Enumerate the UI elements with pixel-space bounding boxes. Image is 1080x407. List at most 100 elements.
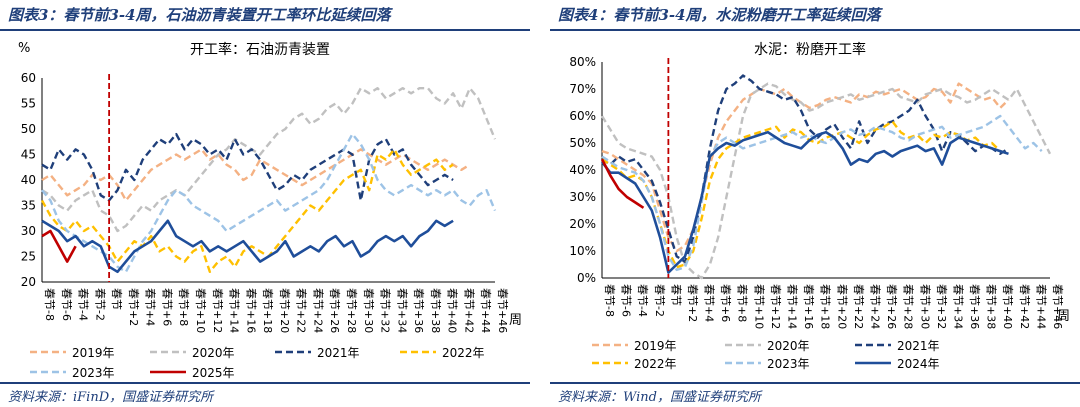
x-tick-label: 春节+10	[752, 284, 765, 329]
series-line-2019年	[602, 84, 1009, 251]
x-tick-label: 春节+16	[802, 284, 815, 329]
x-tick-label: 春节-6	[620, 284, 633, 317]
x-tick-label: 春节-8	[603, 284, 616, 317]
x-tick-label: 春节-4	[77, 288, 90, 321]
y-tick-label: 40%	[569, 163, 596, 177]
x-axis-label: 周	[509, 313, 522, 328]
y-tick-label: 80%	[569, 55, 596, 69]
x-tick-label: 春节+40	[446, 288, 459, 333]
x-tick-label: 春节+36	[968, 284, 981, 329]
y-tick-label: 70%	[569, 82, 596, 96]
legend-label: 2019年	[72, 346, 115, 360]
x-tick-label: 春节+28	[902, 284, 915, 329]
x-tick-label: 春节	[669, 284, 682, 306]
cement-chart: 水泥：粉磨开工率 0% 10% 20% 30% 40% 50% 60% 70% 80% 春节-8 春节…	[550, 32, 1080, 380]
x-tick-label: 春节	[110, 288, 123, 310]
x-tick-label: 春节+34	[951, 284, 964, 329]
legend-label: 2022年	[442, 346, 485, 360]
x-tick-label: 春节+8	[177, 288, 190, 326]
x-tick-label: 春节-2	[93, 288, 106, 321]
legend-label: 2020年	[767, 339, 810, 353]
x-tick-label: 春节+24	[311, 288, 324, 333]
y-tick-label: 25	[21, 250, 36, 264]
x-tick-label: 春节+26	[328, 288, 341, 333]
x-tick-label: 春节+44	[479, 288, 492, 333]
legend-label: 2020年	[192, 346, 235, 360]
legend-label: 2022年	[634, 357, 677, 371]
x-tick-label: 春节+34	[395, 288, 408, 333]
x-tick-label: 春节+20	[835, 284, 848, 329]
series-line-2021年	[42, 134, 453, 200]
x-tick-label: 春节+42	[462, 288, 475, 333]
x-tick-label: 春节+18	[819, 284, 832, 329]
legend-label: 2023年	[72, 366, 115, 380]
x-tick-label: 春节+30	[362, 288, 375, 333]
x-tick-label: 春节+2	[127, 288, 140, 326]
x-tick-label: 春节+4	[144, 288, 157, 326]
y-tick-label: 45	[21, 148, 36, 162]
legend-label: 2025年	[192, 366, 235, 380]
x-tick-label: 春节-6	[60, 288, 73, 321]
x-tick-label: 春节+22	[295, 288, 308, 333]
x-tick-label: 春节-2	[653, 284, 666, 317]
source-rule	[0, 382, 530, 384]
legend-label: 2021年	[317, 346, 360, 360]
title-rule	[550, 29, 1080, 31]
x-axis-label: 周	[1057, 309, 1070, 324]
x-tick-label: 春节+16	[244, 288, 257, 333]
x-tick-label: 春节+2	[686, 284, 699, 322]
legend-label: 2019年	[634, 339, 677, 353]
chart-title: 开工率：石油沥青装置	[190, 41, 330, 58]
y-tick-label: 35	[21, 199, 36, 213]
chart-title: 水泥：粉磨开工率	[754, 41, 866, 58]
figure-title: 图表3：春节前3-4周，石油沥青装置开工率环比延续回落	[8, 4, 391, 25]
y-tick-label: 40	[21, 173, 36, 187]
series-line-2025年	[602, 159, 644, 208]
y-tick-label: 60%	[569, 109, 596, 123]
x-tick-label: 春节+26	[885, 284, 898, 329]
series-line-2025年	[42, 231, 76, 262]
x-tick-label: 春节+36	[412, 288, 425, 333]
series-line-2024年	[42, 221, 453, 272]
title-rule	[0, 29, 530, 31]
legend-label: 2024年	[897, 357, 940, 371]
y-tick-label: 55	[21, 97, 36, 111]
x-tick-label: 春节+38	[429, 288, 442, 333]
x-tick-label: 春节+4	[703, 284, 716, 322]
source-rule	[550, 382, 1080, 384]
x-tick-label: 春节+24	[868, 284, 881, 329]
x-tick-label: 春节+18	[261, 288, 274, 333]
source-note: 资料来源：iFinD，国盛证券研究所	[8, 386, 213, 405]
y-tick-label: 30%	[569, 190, 596, 204]
legend-label: 2021年	[897, 339, 940, 353]
x-tick-label: 春节+32	[379, 288, 392, 333]
x-tick-label: 春节+38	[985, 284, 998, 329]
x-tick-label: 春节+44	[1034, 284, 1047, 329]
left-panel: 图表3：春节前3-4周，石油沥青装置开工率环比延续回落 开工率：石油沥青装置% 2…	[0, 0, 530, 407]
x-tick-label: 春节+12	[211, 288, 224, 333]
x-tick-label: 春节+10	[194, 288, 207, 333]
x-tick-label: 春节+42	[1018, 284, 1031, 329]
y-tick-label: 20%	[569, 217, 596, 231]
figure-title: 图表4：春节前3-4周，水泥粉磨开工率延续回落	[558, 4, 881, 25]
x-tick-label: 春节+32	[935, 284, 948, 329]
x-tick-label: 春节+20	[278, 288, 291, 333]
y-tick-label: 20	[21, 275, 36, 289]
y-tick-label: 10%	[569, 244, 596, 258]
source-note: 资料来源：Wind，国盛证券研究所	[558, 386, 761, 405]
y-tick-label: 50%	[569, 136, 596, 150]
x-tick-label: 春节+40	[1001, 284, 1014, 329]
x-tick-label: 春节+6	[719, 284, 732, 322]
right-panel: 图表4：春节前3-4周，水泥粉磨开工率延续回落 水泥：粉磨开工率 0% 10% 20%…	[550, 0, 1080, 407]
y-tick-label: 30	[21, 224, 36, 238]
y-tick-label: 50	[21, 122, 36, 136]
x-tick-label: 春节+30	[918, 284, 931, 329]
x-tick-label: 春节+8	[736, 284, 749, 322]
x-tick-label: 春节+6	[160, 288, 173, 326]
x-tick-label: 春节+28	[345, 288, 358, 333]
y-tick-label: 0%	[577, 271, 596, 285]
x-tick-label: 春节+14	[786, 284, 799, 329]
x-tick-label: 春节+22	[852, 284, 865, 329]
x-tick-label: 春节-4	[636, 284, 649, 317]
x-tick-label: 春节+46	[496, 288, 509, 333]
